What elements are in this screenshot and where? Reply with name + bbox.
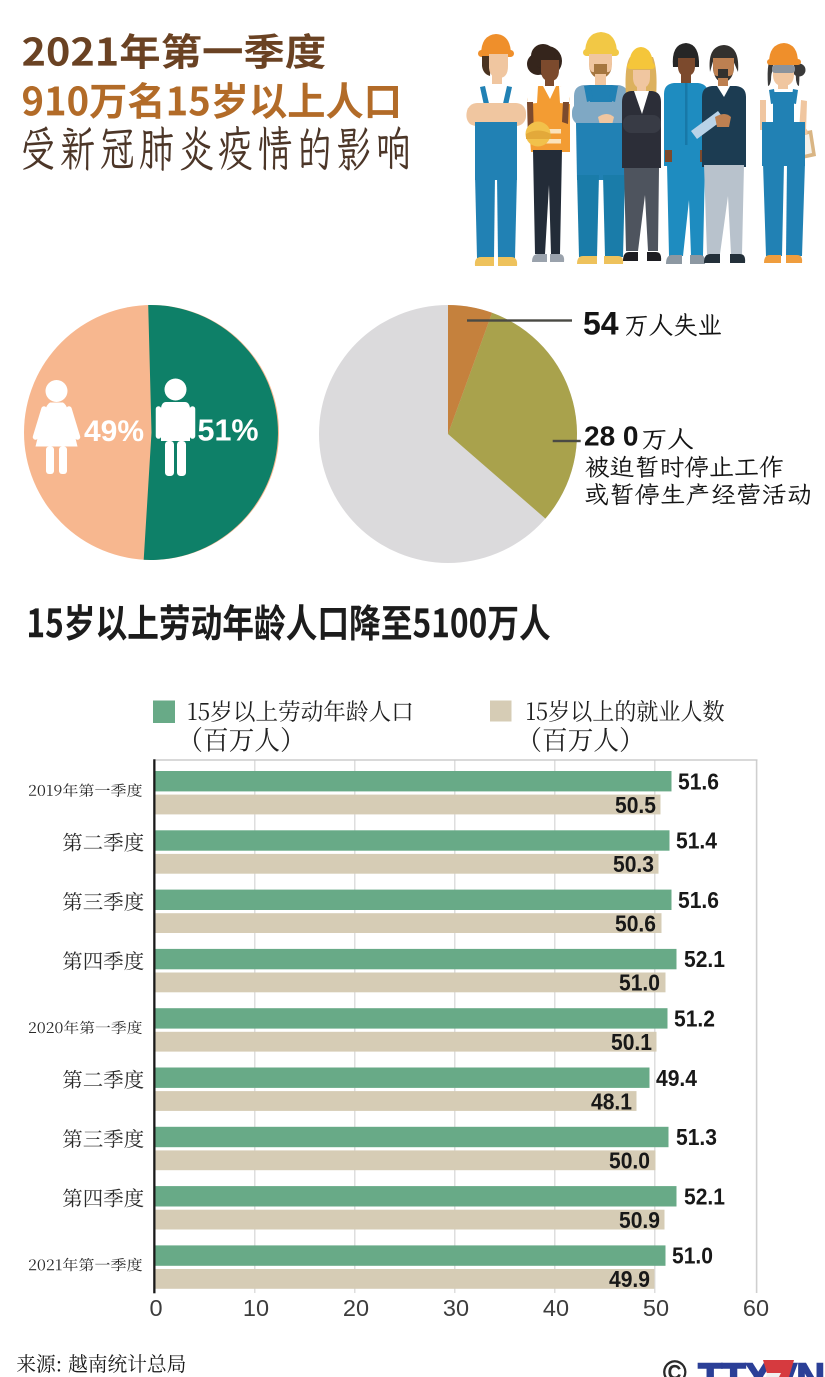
svg-text:30: 30 [443,1295,469,1321]
svg-text:50.9: 50.9 [619,1207,660,1233]
svg-text:51.2: 51.2 [674,1006,715,1032]
svg-text:20: 20 [343,1295,369,1321]
svg-text:TTXVN: TTXVN [698,1356,824,1377]
svg-text:49%: 49% [84,415,144,448]
svg-text:49.9: 49.9 [609,1266,650,1292]
svg-text:10: 10 [243,1295,269,1321]
svg-text:50.5: 50.5 [615,792,656,818]
svg-text:50.6: 50.6 [615,910,656,936]
svg-text:51.4: 51.4 [676,828,717,854]
svg-text:50.0: 50.0 [609,1148,650,1174]
svg-text:51.6: 51.6 [678,887,719,913]
svg-text:51.0: 51.0 [619,970,660,996]
svg-text:60: 60 [743,1295,769,1321]
svg-text:50: 50 [643,1295,669,1321]
svg-text:50.3: 50.3 [613,851,654,877]
svg-text:0: 0 [149,1295,162,1321]
svg-text:49.4: 49.4 [656,1065,697,1091]
svg-text:50.1: 50.1 [611,1029,652,1055]
svg-text:48.1: 48.1 [591,1088,632,1114]
svg-text:51.6: 51.6 [678,768,719,794]
svg-text:28 0: 28 0 [584,421,639,452]
svg-text:51%: 51% [198,414,259,448]
svg-text:51.3: 51.3 [676,1124,717,1150]
svg-text:54: 54 [583,306,619,342]
svg-text:51.0: 51.0 [672,1243,713,1269]
svg-text:©: © [663,1354,687,1377]
svg-text:52.1: 52.1 [684,946,725,972]
svg-text:40: 40 [543,1295,569,1321]
svg-text:52.1: 52.1 [684,1183,725,1209]
